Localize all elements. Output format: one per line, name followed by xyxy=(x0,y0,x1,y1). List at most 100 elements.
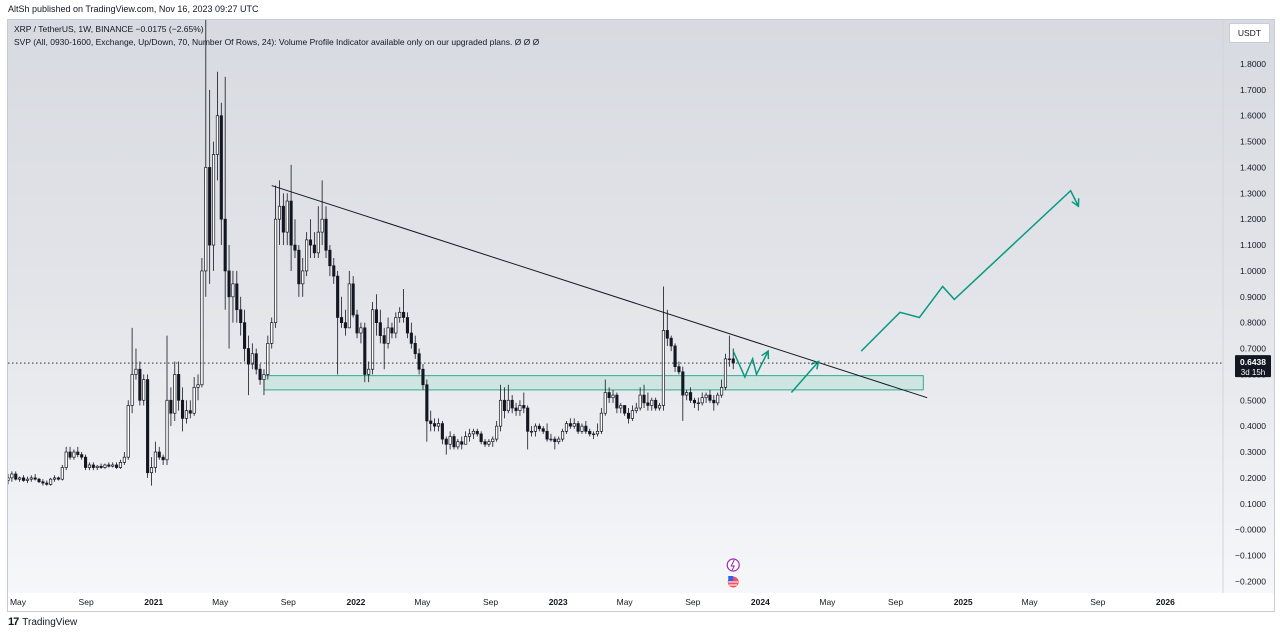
chart-pane[interactable]: 1.90001.80001.70001.60001.50001.40001.30… xyxy=(7,19,1275,612)
candle-body xyxy=(285,200,289,233)
y-tick-label: 1.1000 xyxy=(1240,240,1266,250)
candle-body xyxy=(64,451,68,468)
y-tick-label: −0.0000 xyxy=(1235,525,1266,535)
candle-body xyxy=(716,394,720,404)
candle-body xyxy=(281,205,285,233)
candle-body xyxy=(537,425,541,430)
projection-arrowhead-2 xyxy=(810,360,820,370)
last-price-badge[interactable] xyxy=(1235,355,1271,378)
candle-body xyxy=(580,425,584,432)
candle-body xyxy=(18,477,22,480)
candle-body xyxy=(371,309,375,370)
candle-body xyxy=(45,482,49,485)
x-tick-label: 2021 xyxy=(144,597,163,607)
candle-body xyxy=(343,322,347,329)
candle-body xyxy=(305,239,309,272)
candle-body xyxy=(215,115,219,155)
projection-path-2[interactable] xyxy=(790,360,820,394)
bar-countdown-label: 3d 15h xyxy=(1241,368,1265,377)
candle-body xyxy=(188,410,192,414)
candle-body xyxy=(122,456,126,463)
candle-body xyxy=(382,335,386,344)
candle-body xyxy=(274,218,278,324)
candle-body xyxy=(29,477,33,480)
candle-body xyxy=(720,386,724,396)
candle-body xyxy=(138,368,142,401)
candle-body xyxy=(8,477,10,481)
candle-body xyxy=(68,451,72,458)
candle-body xyxy=(568,423,572,427)
candle-body xyxy=(21,477,26,481)
candle-body xyxy=(692,399,697,404)
candle-body xyxy=(506,399,510,411)
candle-body xyxy=(223,218,227,272)
x-tick-label: 2024 xyxy=(751,597,770,607)
candle-body xyxy=(355,314,359,334)
descending-trendline[interactable] xyxy=(271,185,928,399)
candle-body xyxy=(456,441,460,448)
candle-body xyxy=(405,317,410,334)
candle-body xyxy=(634,407,638,411)
candle-body xyxy=(324,218,328,251)
candle-body xyxy=(336,275,340,318)
candle-body xyxy=(239,309,243,324)
candle-body xyxy=(440,423,444,440)
candle-body xyxy=(363,327,367,375)
candle-body xyxy=(553,438,557,443)
candle-body xyxy=(572,423,576,427)
lightning-event-icon[interactable] xyxy=(726,558,740,572)
y-tick-label: −0.1000 xyxy=(1235,550,1266,560)
candle-body xyxy=(681,371,685,396)
candle-body xyxy=(270,322,274,344)
x-tick-label: 2022 xyxy=(346,597,365,607)
y-tick-label: 1.3000 xyxy=(1240,188,1266,198)
projection-path-1[interactable] xyxy=(732,350,769,379)
x-tick-label: 2025 xyxy=(954,597,973,607)
candle-body xyxy=(308,239,313,246)
candle-body xyxy=(502,399,506,411)
candle-body xyxy=(526,407,530,432)
indicator-legend[interactable]: SVP (All, 0930-1600, Exchange, Up/Down, … xyxy=(14,37,540,47)
tradingview-brand[interactable]: 17 TradingView xyxy=(8,616,77,628)
candle-body xyxy=(390,327,394,334)
candle-body xyxy=(25,478,29,481)
y-tick-label: 0.4000 xyxy=(1240,421,1266,431)
candle-body xyxy=(146,379,150,474)
y-tick-label: 1.5000 xyxy=(1240,137,1266,147)
x-tick-label: 2023 xyxy=(549,597,568,607)
candle-body xyxy=(619,405,623,409)
candle-body xyxy=(49,478,53,485)
x-tick-label: May xyxy=(10,597,27,607)
candle-body xyxy=(541,428,545,432)
candle-body xyxy=(549,438,553,441)
candle-body xyxy=(394,317,398,334)
candle-body xyxy=(142,379,146,401)
candle-body xyxy=(460,441,464,445)
candle-body xyxy=(254,353,258,370)
support-zone-rectangle[interactable] xyxy=(263,375,924,391)
candle-body xyxy=(700,397,704,404)
candle-body xyxy=(638,394,642,409)
y-tick-label: 0.7000 xyxy=(1240,344,1266,354)
candle-body xyxy=(673,345,677,367)
candle-body xyxy=(646,402,650,406)
projection-path-3[interactable] xyxy=(860,189,1080,352)
candle-body xyxy=(95,465,99,468)
x-tick-label: Sep xyxy=(483,597,498,607)
y-tick-label: −0.2000 xyxy=(1235,576,1266,586)
candle-body xyxy=(60,467,64,480)
candlestick-chart[interactable]: 1.90001.80001.70001.60001.50001.40001.30… xyxy=(8,20,1274,611)
candle-body xyxy=(588,430,592,435)
candle-body xyxy=(402,311,406,318)
candle-body xyxy=(157,451,161,458)
y-tick-label: 1.0000 xyxy=(1240,266,1266,276)
symbol-legend[interactable]: XRP / TetherUS, 1W, BINANCE −0.0175 (−2.… xyxy=(14,24,204,34)
candle-body xyxy=(235,283,239,311)
candle-body xyxy=(316,231,320,254)
currency-selector[interactable]: USDT xyxy=(1228,23,1270,43)
y-tick-label: 1.2000 xyxy=(1240,214,1266,224)
candle-body xyxy=(669,337,673,347)
time-axis-band xyxy=(8,593,1274,611)
candle-body xyxy=(599,412,603,432)
candle-body xyxy=(650,399,654,406)
